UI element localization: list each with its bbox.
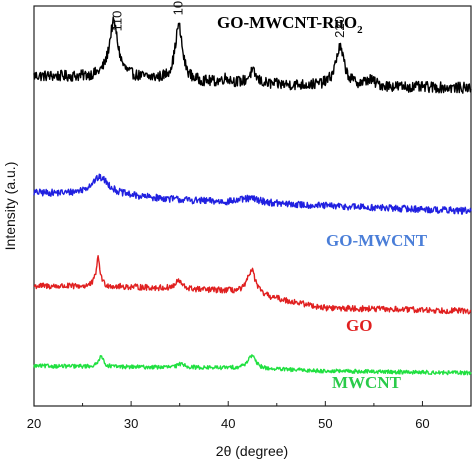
x-tick-label: 50: [318, 416, 332, 431]
peak-label: 110: [110, 11, 125, 32]
x-axis-ticks: 20 30 40 50 60: [27, 401, 430, 431]
series-label-mwcnt: MWCNT: [332, 373, 402, 392]
series-line-go-mwcnt: [33, 173, 472, 215]
peak-labels: 110 101 220: [110, 0, 347, 38]
series-label-go-mwcnt: GO-MWCNT: [326, 231, 428, 250]
series-labels: GO-MWCNT-RuO2 GO-MWCNT GO MWCNT: [217, 13, 428, 392]
peak-label: 101: [171, 0, 186, 15]
series-label-go-mwcnt-ruo2: GO-MWCNT-RuO2: [217, 13, 363, 36]
series-label-go: GO: [346, 316, 372, 335]
series-line-go-mwcnt-ruo: [33, 16, 472, 94]
series-line-mwcnt: [33, 354, 472, 376]
x-tick-label: 20: [27, 416, 41, 431]
x-axis-title: 2θ (degree): [216, 443, 288, 459]
y-axis-title: Intensity (a.u.): [2, 162, 18, 251]
x-tick-label: 40: [221, 416, 235, 431]
peak-label: 220: [332, 16, 347, 38]
plot-frame: [33, 5, 472, 407]
x-tick-label: 60: [415, 416, 429, 431]
x-tick-label: 30: [124, 416, 138, 431]
series-line-go: [33, 255, 472, 315]
series-layer: [33, 16, 472, 376]
